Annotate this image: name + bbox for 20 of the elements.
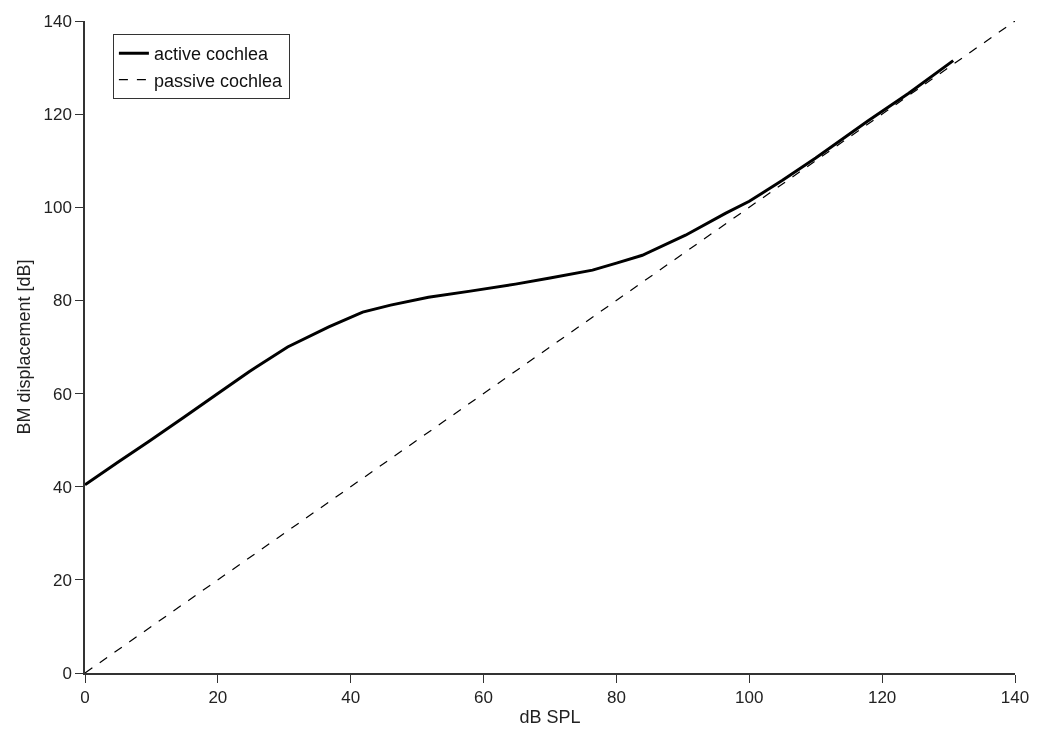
y-tick-label: 60 [52, 384, 72, 404]
y-tick-label: 20 [52, 570, 72, 590]
y-tick-label: 120 [43, 105, 72, 125]
x-axis-title: dB SPL [519, 706, 581, 727]
x-tick-label: 80 [606, 688, 626, 708]
y-tick-label: 40 [52, 477, 72, 497]
y-tick-label: 140 [43, 11, 72, 31]
x-tick-label: 20 [208, 688, 228, 708]
x-tick-label: 100 [735, 688, 764, 708]
x-tick-label: 40 [341, 688, 361, 708]
y-tick-label: 80 [52, 291, 72, 311]
legend-label: passive cochlea [153, 70, 283, 91]
legend-label: active cochlea [153, 44, 269, 65]
y-tick-label: 0 [62, 663, 72, 683]
x-tick-label: 120 [867, 688, 897, 708]
x-tick-label: 140 [1000, 688, 1030, 708]
x-tick-label: 60 [474, 688, 494, 708]
y-tick-label: 100 [43, 198, 72, 218]
x-tick-label: 0 [80, 688, 90, 708]
y-axis-title: BM displacement [dB] [14, 259, 35, 435]
